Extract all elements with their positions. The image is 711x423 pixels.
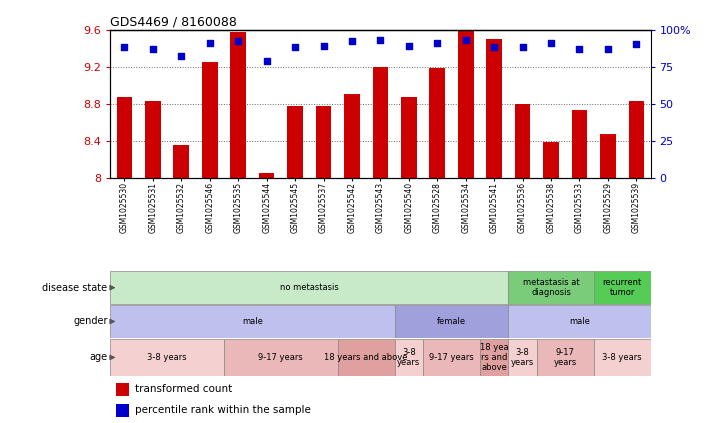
Text: 3-8 years: 3-8 years [602, 353, 642, 362]
Text: 3-8 years: 3-8 years [147, 353, 187, 362]
Text: recurrent
tumor: recurrent tumor [602, 278, 642, 297]
Point [204, 40, 215, 47]
Bar [395, 339, 423, 376]
Bar [110, 339, 224, 376]
Text: 9-17 years: 9-17 years [429, 353, 474, 362]
Text: male: male [569, 317, 590, 326]
Text: gender: gender [73, 316, 107, 327]
Bar [373, 67, 388, 178]
Bar [401, 97, 417, 178]
Point [403, 43, 415, 49]
Point [488, 44, 500, 51]
Point [517, 44, 528, 51]
Point [346, 38, 358, 45]
Text: 3-8
years: 3-8 years [511, 348, 534, 367]
Text: metastasis at
diagnosis: metastasis at diagnosis [523, 278, 579, 297]
Bar [116, 404, 129, 417]
Point [119, 44, 130, 51]
Text: 9-17 years: 9-17 years [259, 353, 303, 362]
Bar [344, 94, 360, 178]
Bar [543, 143, 559, 178]
Point [574, 46, 585, 52]
Bar [395, 305, 508, 338]
Bar [173, 145, 189, 178]
Bar [110, 272, 508, 304]
Point [602, 46, 614, 52]
Bar [116, 383, 129, 396]
Bar [117, 97, 132, 178]
Bar [486, 39, 502, 178]
Bar [110, 305, 395, 338]
Bar [429, 69, 445, 178]
Bar [515, 104, 530, 178]
Text: GDS4469 / 8160088: GDS4469 / 8160088 [110, 16, 237, 28]
Text: disease state: disease state [43, 283, 107, 293]
Point [261, 57, 272, 64]
Bar [145, 101, 161, 178]
Point [631, 41, 642, 48]
Bar [594, 272, 651, 304]
Text: male: male [242, 317, 263, 326]
Bar [508, 272, 594, 304]
Bar [230, 33, 246, 178]
Bar [259, 173, 274, 178]
Bar [537, 339, 594, 376]
Point [318, 43, 329, 49]
Bar [508, 339, 537, 376]
Text: no metastasis: no metastasis [280, 283, 338, 292]
Point [460, 37, 471, 44]
Bar [287, 107, 303, 178]
Text: 18 years and above: 18 years and above [324, 353, 408, 362]
Bar [508, 305, 651, 338]
Bar [202, 62, 218, 178]
Bar [338, 339, 395, 376]
Text: female: female [437, 317, 466, 326]
Bar [572, 110, 587, 178]
Point [375, 37, 386, 44]
Point [545, 40, 557, 47]
Bar [316, 107, 331, 178]
Point [176, 53, 187, 60]
Bar [224, 339, 338, 376]
Text: 9-17
years: 9-17 years [554, 348, 577, 367]
Text: transformed count: transformed count [134, 384, 232, 394]
Text: 3-8
years: 3-8 years [397, 348, 420, 367]
Bar [458, 30, 474, 178]
Bar [423, 339, 480, 376]
Point [432, 40, 443, 47]
Point [289, 44, 301, 51]
Bar [629, 101, 644, 178]
Point [232, 38, 244, 45]
Bar [480, 339, 508, 376]
Text: age: age [90, 352, 107, 363]
Point [147, 46, 159, 52]
Text: percentile rank within the sample: percentile rank within the sample [134, 405, 311, 415]
Bar [594, 339, 651, 376]
Text: 18 yea
rs and
above: 18 yea rs and above [480, 343, 508, 372]
Bar [600, 134, 616, 178]
